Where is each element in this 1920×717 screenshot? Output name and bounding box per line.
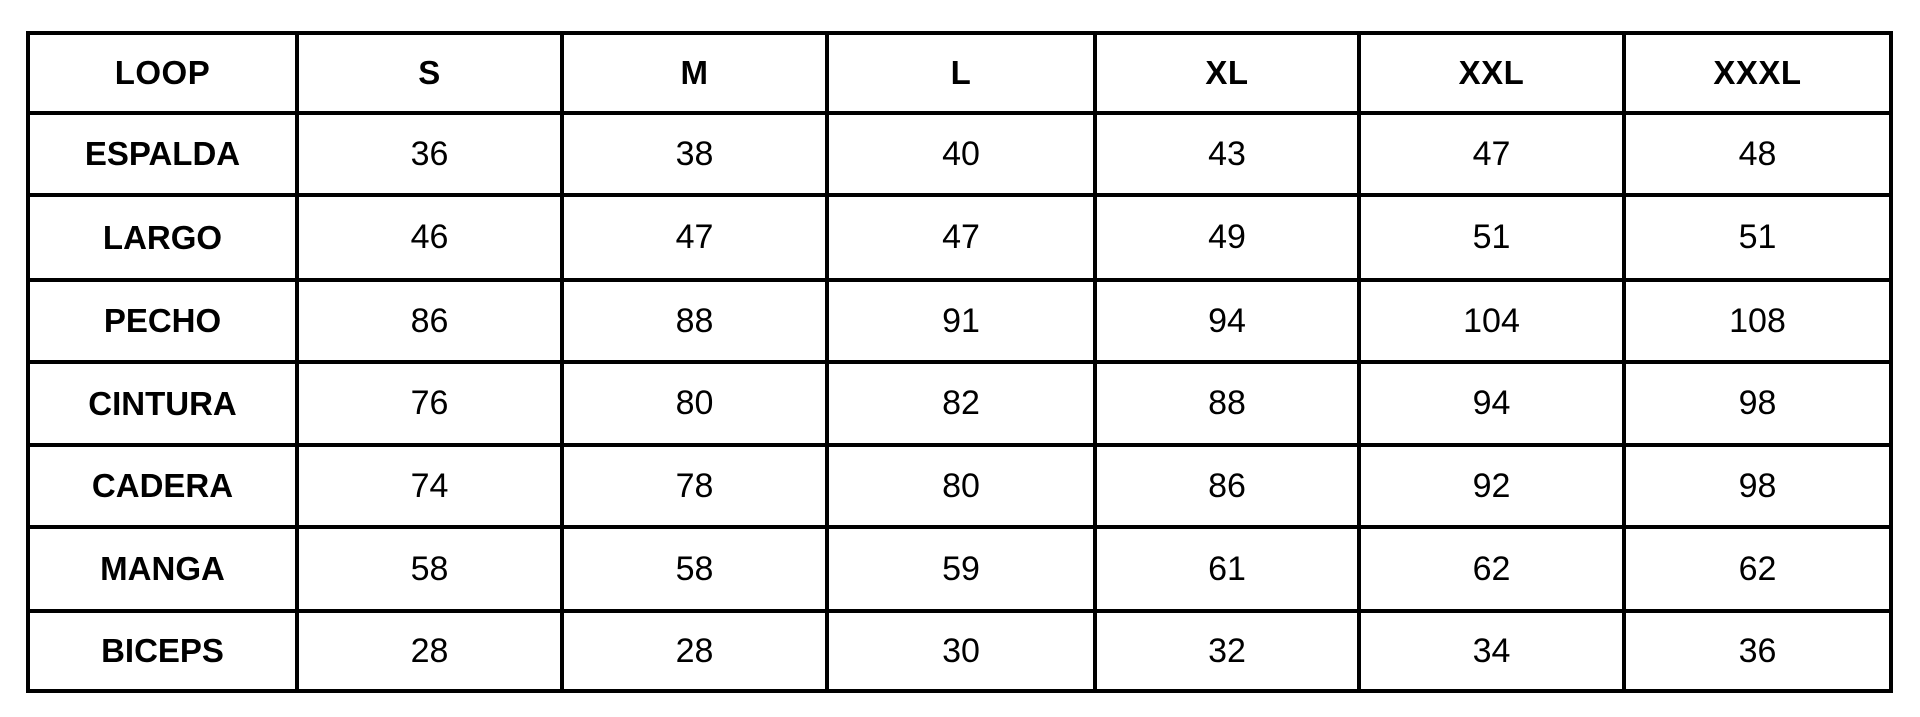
measurement-cell: 92 (1357, 443, 1626, 529)
header-cell-model: LOOP (26, 31, 299, 115)
measurement-cell: 98 (1622, 360, 1893, 447)
measurement-cell: 80 (560, 360, 829, 447)
table-row: ESPALDA 36 38 40 43 47 48 (26, 111, 1893, 197)
measurement-cell: 86 (1093, 443, 1361, 529)
row-label: BICEPS (26, 609, 299, 693)
measurement-cell: 43 (1093, 111, 1361, 197)
measurement-cell: 58 (560, 525, 829, 613)
row-label: ESPALDA (26, 111, 299, 197)
table-row: BICEPS 28 28 30 32 34 36 (26, 609, 1893, 693)
row-label: LARGO (26, 193, 299, 282)
header-cell-size: M (560, 31, 829, 115)
measurement-cell: 108 (1622, 278, 1893, 364)
measurement-cell: 34 (1357, 609, 1626, 693)
measurement-cell: 40 (825, 111, 1097, 197)
header-cell-size: L (825, 31, 1097, 115)
row-label: CINTURA (26, 360, 299, 447)
size-chart-table: LOOP S M L XL XXL XXXL ESPALDA 36 38 40 43 47 48 LARG… (26, 31, 1893, 693)
measurement-cell: 78 (560, 443, 829, 529)
measurement-cell: 51 (1357, 193, 1626, 282)
measurement-cell: 36 (295, 111, 564, 197)
header-cell-size: XL (1093, 31, 1361, 115)
measurement-cell: 58 (295, 525, 564, 613)
measurement-cell: 47 (825, 193, 1097, 282)
table-row: PECHO 86 88 91 94 104 108 (26, 278, 1893, 364)
measurement-cell: 76 (295, 360, 564, 447)
table-row: CINTURA 76 80 82 88 94 98 (26, 360, 1893, 447)
measurement-cell: 47 (1357, 111, 1626, 197)
measurement-cell: 36 (1622, 609, 1893, 693)
measurement-cell: 94 (1093, 278, 1361, 364)
measurement-cell: 62 (1357, 525, 1626, 613)
measurement-cell: 88 (560, 278, 829, 364)
table-row: MANGA 58 58 59 61 62 62 (26, 525, 1893, 613)
header-cell-size: XXXL (1622, 31, 1893, 115)
measurement-cell: 82 (825, 360, 1097, 447)
row-label: PECHO (26, 278, 299, 364)
measurement-cell: 51 (1622, 193, 1893, 282)
measurement-cell: 104 (1357, 278, 1626, 364)
measurement-cell: 91 (825, 278, 1097, 364)
measurement-cell: 28 (560, 609, 829, 693)
measurement-cell: 74 (295, 443, 564, 529)
measurement-cell: 38 (560, 111, 829, 197)
measurement-cell: 47 (560, 193, 829, 282)
header-row: LOOP S M L XL XXL XXXL (26, 31, 1893, 115)
measurement-cell: 94 (1357, 360, 1626, 447)
measurement-cell: 46 (295, 193, 564, 282)
row-label: MANGA (26, 525, 299, 613)
header-cell-size: S (295, 31, 564, 115)
measurement-cell: 59 (825, 525, 1097, 613)
measurement-cell: 28 (295, 609, 564, 693)
table-row: LARGO 46 47 47 49 51 51 (26, 193, 1893, 282)
measurement-cell: 32 (1093, 609, 1361, 693)
measurement-cell: 61 (1093, 525, 1361, 613)
header-cell-size: XXL (1357, 31, 1626, 115)
table-row: CADERA 74 78 80 86 92 98 (26, 443, 1893, 529)
measurement-cell: 98 (1622, 443, 1893, 529)
row-label: CADERA (26, 443, 299, 529)
measurement-cell: 49 (1093, 193, 1361, 282)
measurement-cell: 30 (825, 609, 1097, 693)
measurement-cell: 80 (825, 443, 1097, 529)
measurement-cell: 88 (1093, 360, 1361, 447)
measurement-cell: 86 (295, 278, 564, 364)
measurement-cell: 62 (1622, 525, 1893, 613)
measurement-cell: 48 (1622, 111, 1893, 197)
